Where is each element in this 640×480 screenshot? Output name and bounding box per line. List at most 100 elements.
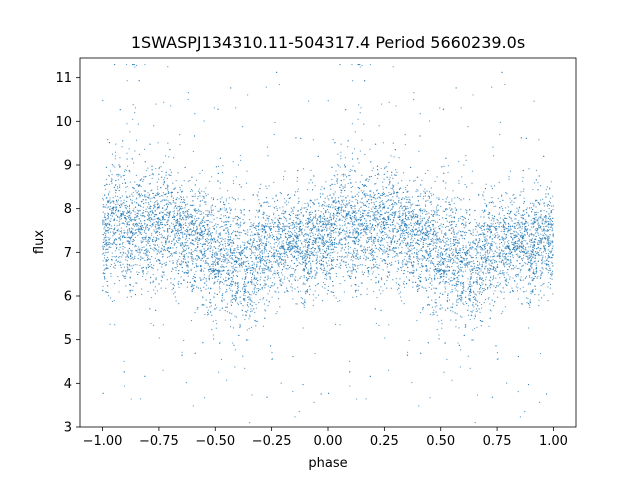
data-point	[530, 253, 532, 255]
data-point	[332, 236, 335, 239]
data-point	[183, 224, 185, 226]
data-point	[380, 241, 382, 243]
data-point	[102, 222, 104, 224]
data-point	[336, 209, 338, 212]
data-point	[335, 205, 337, 208]
data-point	[166, 177, 168, 179]
data-point	[217, 258, 219, 260]
data-point	[435, 206, 438, 208]
data-point	[484, 288, 487, 291]
data-point	[114, 158, 116, 160]
data-point	[521, 232, 523, 234]
data-point	[211, 314, 213, 316]
data-point	[317, 246, 319, 248]
data-point	[259, 288, 261, 291]
data-point	[321, 236, 323, 238]
data-point	[463, 198, 465, 200]
data-point	[229, 212, 231, 214]
data-point	[232, 301, 234, 304]
data-point	[447, 293, 449, 295]
data-point	[427, 244, 429, 246]
data-point	[204, 193, 207, 195]
data-point	[305, 234, 307, 236]
data-point	[114, 211, 117, 213]
data-point	[143, 236, 145, 238]
data-point	[448, 278, 450, 280]
data-point	[312, 232, 314, 234]
data-point	[125, 186, 127, 189]
data-point	[351, 169, 353, 172]
data-point	[109, 237, 111, 239]
data-point	[476, 253, 478, 255]
data-point	[316, 198, 318, 200]
data-point	[538, 304, 540, 307]
data-point	[196, 225, 198, 228]
data-point	[109, 323, 111, 326]
data-point	[125, 219, 127, 221]
data-point	[475, 308, 477, 310]
data-point	[229, 326, 232, 328]
data-point	[447, 297, 449, 299]
data-point	[262, 216, 264, 219]
data-point	[363, 203, 365, 205]
data-point	[371, 170, 373, 172]
data-point	[117, 175, 119, 177]
data-point	[255, 320, 257, 322]
data-point	[455, 247, 457, 249]
data-point	[331, 245, 333, 247]
data-point	[286, 277, 289, 279]
data-point	[412, 226, 415, 228]
data-point	[369, 190, 371, 192]
data-point	[517, 209, 519, 211]
data-point	[230, 289, 232, 291]
data-point	[450, 319, 452, 321]
data-point	[152, 267, 154, 269]
data-point	[183, 198, 185, 201]
data-point	[148, 240, 151, 242]
data-point	[347, 241, 350, 244]
data-point	[132, 195, 134, 197]
data-point	[422, 258, 424, 260]
data-point	[440, 260, 442, 262]
data-point	[528, 224, 530, 226]
data-point	[452, 227, 454, 229]
data-point	[255, 229, 258, 231]
data-point	[129, 171, 131, 173]
data-point	[273, 181, 275, 183]
data-point	[305, 223, 307, 225]
data-point	[193, 224, 195, 226]
data-point	[412, 269, 414, 271]
data-point	[196, 228, 198, 230]
data-point	[153, 222, 155, 224]
data-point	[279, 279, 281, 281]
data-point	[372, 256, 374, 258]
data-point	[259, 265, 262, 267]
data-point	[152, 219, 154, 221]
data-point	[193, 204, 195, 206]
data-point	[274, 290, 276, 292]
data-point	[311, 182, 314, 184]
data-point	[176, 214, 178, 217]
data-point	[399, 235, 401, 237]
data-point	[462, 271, 464, 273]
data-point	[376, 197, 379, 199]
data-point	[107, 236, 109, 239]
data-point	[202, 238, 204, 240]
data-point	[548, 207, 550, 210]
data-point	[297, 234, 299, 236]
data-point	[421, 250, 423, 252]
data-point	[296, 247, 299, 250]
data-point	[257, 261, 259, 263]
data-point	[116, 225, 118, 227]
data-point	[337, 256, 339, 258]
data-point	[265, 243, 268, 245]
data-point	[303, 255, 305, 257]
data-point	[164, 224, 166, 227]
data-point	[450, 242, 452, 245]
data-point	[319, 225, 322, 228]
data-point	[173, 212, 175, 214]
data-point	[213, 218, 215, 220]
data-point	[349, 171, 351, 173]
data-point	[221, 171, 224, 174]
data-point	[384, 337, 386, 339]
